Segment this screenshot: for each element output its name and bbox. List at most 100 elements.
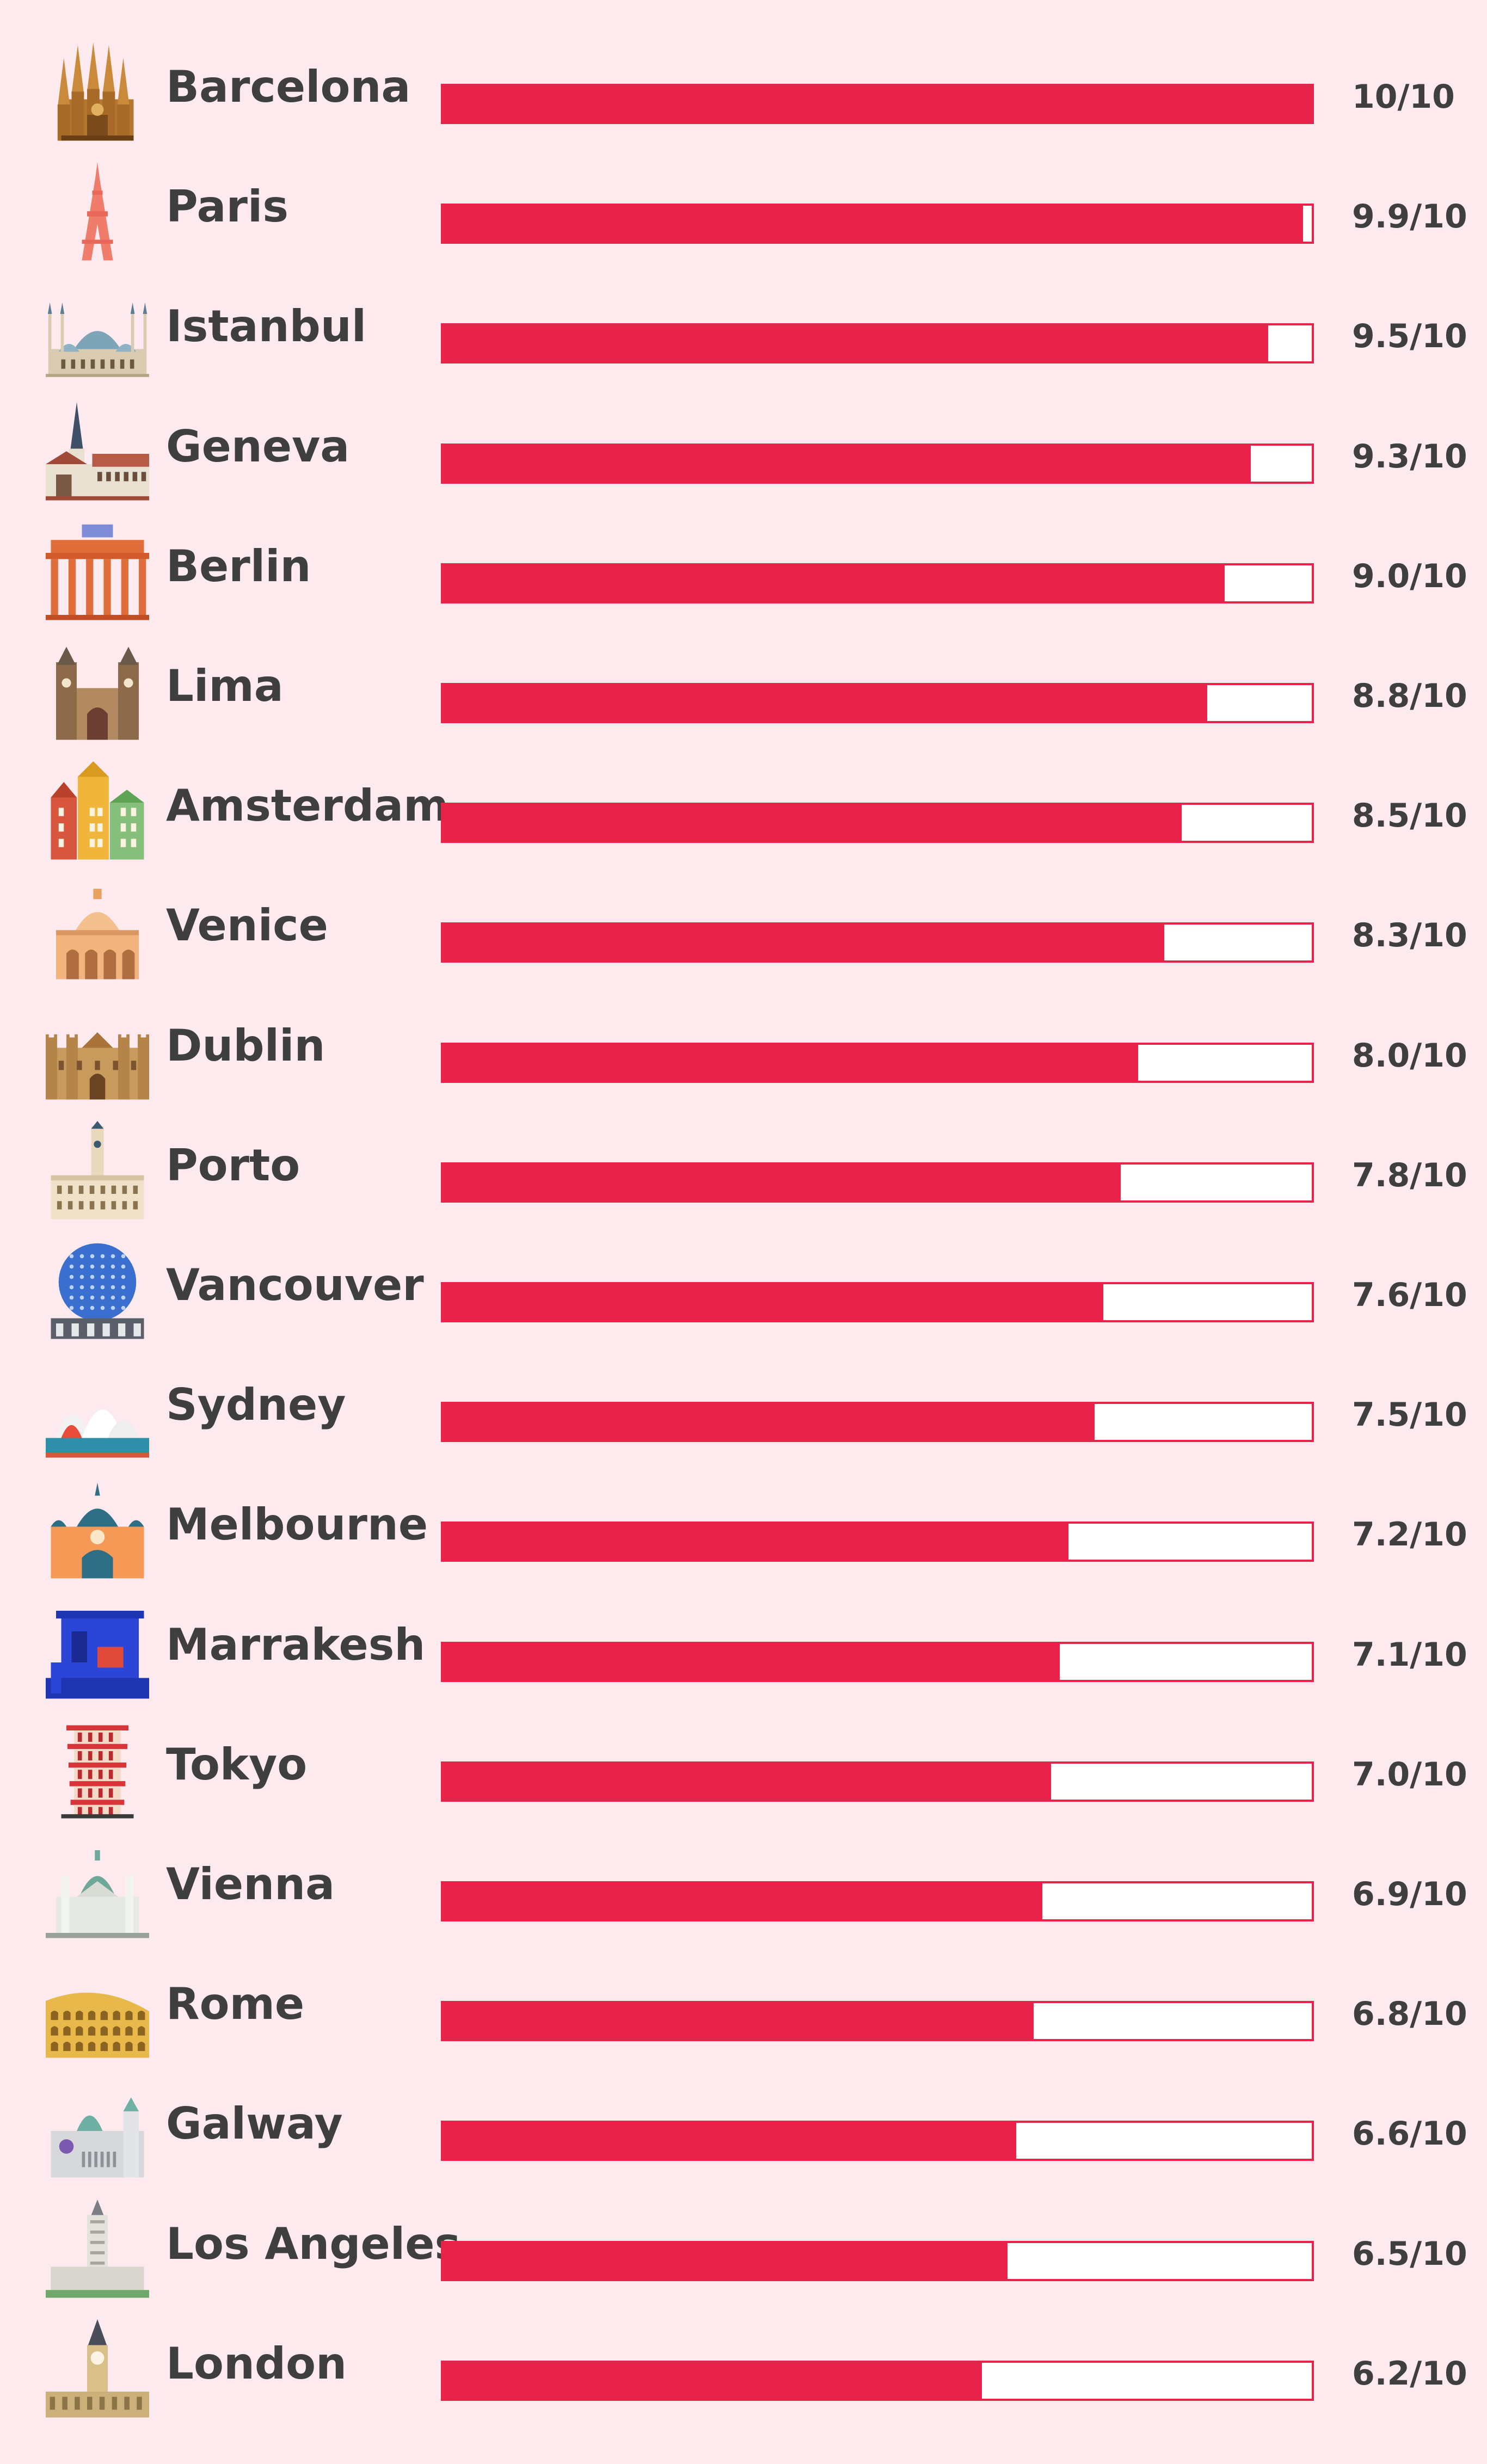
blue-mosque-icon bbox=[46, 282, 149, 385]
value-label: 6.5/10 bbox=[1352, 2234, 1467, 2273]
bar-track bbox=[441, 443, 1314, 484]
chart-row: Sydney 7.5/10 bbox=[0, 1357, 1487, 1458]
bar-track bbox=[441, 803, 1314, 843]
category-label: Galway bbox=[166, 2098, 343, 2149]
bar bbox=[443, 1404, 1095, 1440]
los-angeles-city-hall-icon bbox=[46, 2199, 149, 2303]
bar bbox=[443, 325, 1269, 362]
bar bbox=[443, 445, 1251, 482]
category-label: Vienna bbox=[166, 1859, 335, 1909]
bar bbox=[443, 2243, 1008, 2279]
category-label: Paris bbox=[166, 181, 288, 232]
category-label: Rome bbox=[166, 1979, 305, 2030]
bar bbox=[443, 685, 1208, 721]
category-label: Sydney bbox=[166, 1379, 346, 1431]
bar bbox=[443, 86, 1312, 122]
science-world-dome-icon bbox=[46, 1241, 149, 1344]
amsterdam-canal-houses-icon bbox=[46, 761, 149, 865]
colosseum-icon bbox=[46, 1960, 149, 2063]
bar-track bbox=[441, 1761, 1314, 1802]
category-label: London bbox=[166, 2338, 347, 2389]
bar-track bbox=[441, 1042, 1314, 1083]
value-label: 7.8/10 bbox=[1352, 1156, 1467, 1194]
bar bbox=[443, 1763, 1052, 1800]
chart-row: Rome 6.8/10 bbox=[0, 1956, 1487, 2058]
value-label: 6.9/10 bbox=[1352, 1875, 1467, 1913]
category-label: Istanbul bbox=[166, 301, 367, 352]
category-label: Vancouver bbox=[166, 1260, 424, 1310]
value-label: 7.6/10 bbox=[1352, 1276, 1467, 1314]
bar bbox=[443, 2123, 1017, 2159]
bar bbox=[443, 206, 1304, 242]
chart-row: Paris 9.9/10 bbox=[0, 159, 1487, 261]
chart-row: Melbourne 7.2/10 bbox=[0, 1477, 1487, 1579]
category-label: Melbourne bbox=[166, 1499, 428, 1550]
pagoda-icon bbox=[46, 1720, 149, 1824]
bar-track bbox=[441, 323, 1314, 364]
bar-track bbox=[441, 1881, 1314, 1921]
lima-cathedral-icon bbox=[46, 642, 149, 745]
sydney-opera-house-icon bbox=[46, 1360, 149, 1464]
bar bbox=[443, 1524, 1069, 1560]
value-label: 7.2/10 bbox=[1352, 1516, 1467, 1554]
dublin-castle-icon bbox=[46, 1001, 149, 1105]
bar bbox=[443, 2003, 1034, 2040]
category-label: Porto bbox=[166, 1139, 300, 1191]
chart-row: Galway 6.6/10 bbox=[0, 2076, 1487, 2178]
chart-row: Dublin 8.0/10 bbox=[0, 998, 1487, 1100]
bar-track bbox=[441, 2240, 1314, 2281]
category-label: Venice bbox=[166, 900, 328, 951]
value-label: 9.9/10 bbox=[1352, 198, 1467, 236]
value-label: 9.5/10 bbox=[1352, 317, 1467, 356]
value-label: 6.8/10 bbox=[1352, 1995, 1467, 2034]
value-label: 8.5/10 bbox=[1352, 797, 1467, 835]
bar-track bbox=[441, 2121, 1314, 2161]
eiffel-tower-icon bbox=[46, 162, 149, 266]
bar-track bbox=[441, 2001, 1314, 2042]
category-label: Los Angeles bbox=[166, 2218, 461, 2269]
chart-row: Berlin 9.0/10 bbox=[0, 519, 1487, 620]
venice-basilica-icon bbox=[46, 881, 149, 984]
chart-row: Geneva 9.3/10 bbox=[0, 399, 1487, 501]
bar-track bbox=[441, 563, 1314, 603]
value-label: 8.0/10 bbox=[1352, 1036, 1467, 1075]
bar bbox=[443, 925, 1164, 961]
brandenburg-gate-icon bbox=[46, 522, 149, 625]
bar bbox=[443, 1044, 1138, 1081]
category-label: Marrakesh bbox=[166, 1619, 426, 1670]
chart-row: Venice 8.3/10 bbox=[0, 878, 1487, 980]
category-label: Berlin bbox=[166, 540, 311, 592]
bar-track bbox=[441, 683, 1314, 723]
value-label: 7.5/10 bbox=[1352, 1396, 1467, 1434]
bar bbox=[443, 2362, 982, 2399]
bar bbox=[443, 1284, 1103, 1320]
flinders-street-station-icon bbox=[46, 1480, 149, 1584]
bar-track bbox=[441, 1402, 1314, 1443]
value-label: 6.2/10 bbox=[1352, 2354, 1467, 2393]
big-ben-icon bbox=[46, 2319, 149, 2423]
bar bbox=[443, 565, 1225, 601]
chart-row: Barcelona 10/10 bbox=[0, 39, 1487, 141]
galway-cathedral-icon bbox=[46, 2079, 149, 2183]
category-label: Tokyo bbox=[166, 1739, 308, 1790]
chart-row: Lima 8.8/10 bbox=[0, 638, 1487, 740]
value-label: 7.1/10 bbox=[1352, 1635, 1467, 1674]
category-label: Lima bbox=[166, 661, 284, 711]
bar-track bbox=[441, 1162, 1314, 1203]
category-label: Amsterdam bbox=[166, 780, 449, 831]
chart-row: Los Angeles 6.5/10 bbox=[0, 2196, 1487, 2298]
bar bbox=[443, 805, 1182, 841]
bar-track bbox=[441, 1282, 1314, 1322]
chart-row: Istanbul 9.5/10 bbox=[0, 279, 1487, 378]
category-label: Geneva bbox=[166, 421, 350, 472]
bar-track bbox=[441, 204, 1314, 244]
bar-track bbox=[441, 1641, 1314, 1682]
bar bbox=[443, 1643, 1060, 1680]
bar-track bbox=[441, 84, 1314, 124]
chart-row: Marrakesh 7.1/10 bbox=[0, 1597, 1487, 1699]
value-label: 9.3/10 bbox=[1352, 437, 1467, 476]
category-label: Barcelona bbox=[166, 61, 411, 112]
value-label: 6.6/10 bbox=[1352, 2115, 1467, 2153]
value-label: 9.0/10 bbox=[1352, 557, 1467, 595]
